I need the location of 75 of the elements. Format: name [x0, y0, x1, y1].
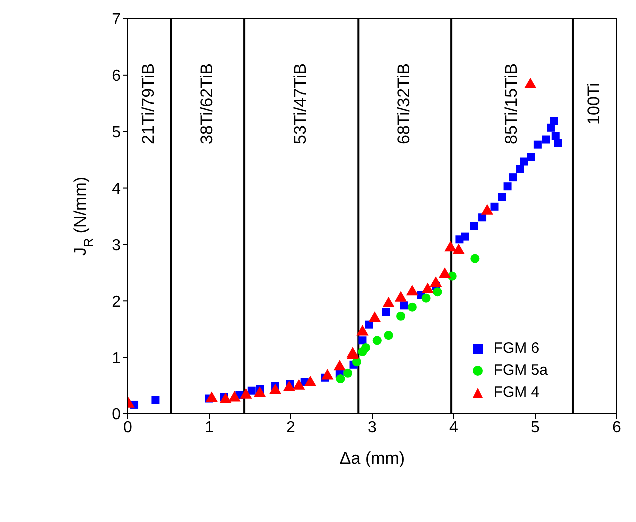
point — [152, 396, 160, 404]
point — [542, 136, 550, 144]
y-tick-label: 3 — [112, 237, 122, 254]
point — [438, 268, 452, 278]
point — [384, 331, 394, 340]
annotation: 21Ti/79TiB — [139, 64, 158, 144]
point — [430, 276, 442, 288]
point — [358, 336, 367, 345]
point — [269, 384, 282, 394]
point — [400, 302, 408, 310]
point — [444, 241, 457, 252]
point — [422, 294, 431, 303]
point — [382, 296, 395, 308]
point — [382, 308, 390, 316]
point — [406, 285, 419, 296]
point — [344, 368, 353, 378]
legend-label: FGM 5a — [494, 361, 548, 381]
y-tick-label: 2 — [112, 294, 122, 311]
point — [283, 381, 296, 392]
point — [240, 388, 252, 399]
point — [372, 336, 382, 346]
point — [490, 202, 499, 211]
x-tick-label: 2 — [286, 419, 296, 436]
x-tick-label: 4 — [450, 419, 459, 436]
legend-label: FGM 4 — [494, 383, 540, 403]
point — [470, 254, 480, 264]
point — [248, 386, 256, 395]
y-tick-label: 0 — [112, 406, 122, 424]
legend-label: FGM 6 — [494, 339, 540, 359]
point — [394, 291, 408, 302]
y-tick-label: 7 — [112, 12, 122, 29]
point — [520, 158, 528, 166]
point — [509, 174, 518, 182]
point — [254, 386, 266, 398]
point — [461, 232, 470, 241]
point — [396, 312, 406, 321]
y-tick-label: 6 — [112, 68, 122, 86]
x-tick-label: 5 — [531, 419, 540, 436]
point — [361, 343, 370, 352]
x-tick-label: 0 — [124, 419, 133, 436]
point — [546, 124, 555, 132]
annotation: 85Ti/15TiB — [502, 64, 521, 144]
annotation: 38Ti/62TiB — [197, 64, 216, 144]
x-tick-label: 6 — [612, 419, 622, 436]
point — [220, 392, 232, 404]
point — [336, 374, 346, 384]
point — [322, 369, 334, 380]
x-axis-title: Δa (mm) — [340, 449, 406, 468]
point — [228, 391, 241, 402]
x-tick-label: 3 — [368, 419, 378, 436]
annotation: 68Ti/32TiB — [394, 64, 414, 144]
x-tick-label: 1 — [205, 419, 214, 436]
annotation: 53Ti/47TiB — [291, 64, 310, 144]
y-tick-label: 4 — [112, 180, 122, 198]
point — [498, 193, 506, 202]
point — [534, 140, 542, 149]
y-tick-label: 1 — [112, 350, 122, 368]
point — [304, 376, 317, 386]
annotation: 100Ti — [584, 83, 604, 125]
point — [334, 360, 346, 371]
point — [516, 165, 524, 174]
point — [356, 325, 369, 336]
point — [470, 222, 478, 230]
point — [433, 288, 442, 297]
point — [368, 312, 382, 322]
point — [422, 282, 434, 294]
y-tick-label: 5 — [112, 124, 122, 142]
point — [527, 153, 536, 162]
point — [365, 320, 374, 329]
point — [293, 379, 306, 390]
point — [550, 117, 558, 126]
point — [408, 302, 417, 312]
point — [206, 392, 218, 402]
point — [504, 182, 512, 191]
point — [554, 139, 562, 148]
